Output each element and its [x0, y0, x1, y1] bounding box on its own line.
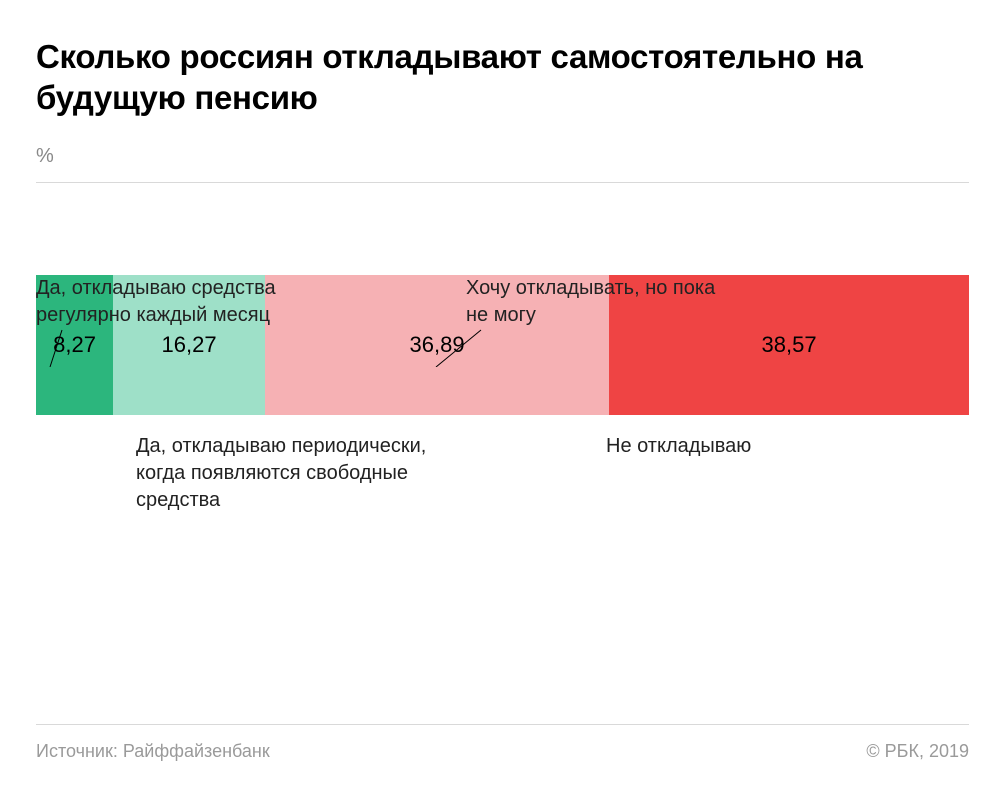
source-text: Источник: Райффайзенбанк [36, 741, 270, 762]
footer-row: Источник: Райффайзенбанк © РБК, 2019 [36, 741, 969, 762]
chart-title: Сколько россиян откладывают самостоятель… [36, 36, 969, 119]
chart-area: Да, откладываю средства регулярно каждый… [36, 275, 969, 583]
bottom-annotations: Да, откладываю периодически, когда появл… [36, 433, 969, 583]
footer-rule [36, 724, 969, 725]
annotation-no: Не откладываю [606, 433, 906, 460]
top-rule [36, 182, 969, 183]
annotation-periodic: Да, откладываю периодически, когда появл… [136, 433, 436, 514]
source-name: Райффайзенбанк [123, 741, 270, 761]
credit-text: © РБК, 2019 [866, 741, 969, 762]
footer: Источник: Райффайзенбанк © РБК, 2019 [0, 724, 1005, 792]
chart-container: Сколько россиян откладывают самостоятель… [0, 0, 1005, 583]
source-prefix: Источник: [36, 741, 123, 761]
leader-line-want [36, 275, 969, 367]
unit-label: % [36, 145, 969, 168]
